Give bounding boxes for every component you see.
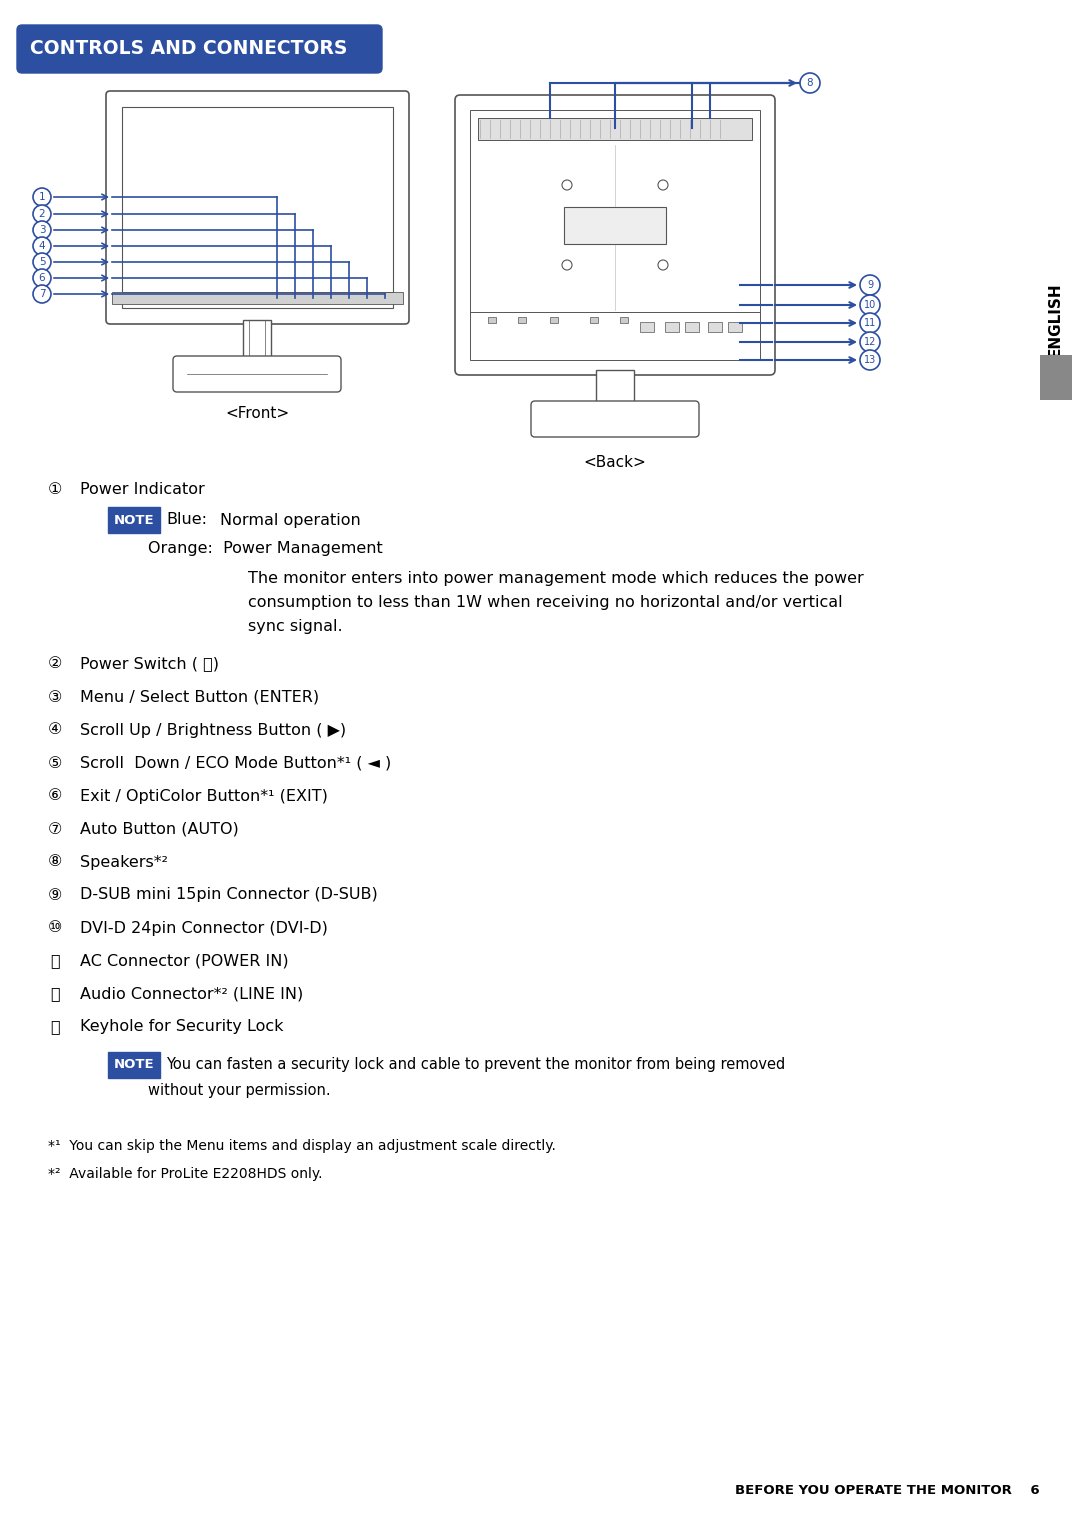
Text: Orange:  Power Management: Orange: Power Management xyxy=(148,540,382,556)
Text: ⑨: ⑨ xyxy=(48,887,63,902)
Bar xyxy=(728,322,742,332)
Bar xyxy=(478,118,752,139)
Text: 8: 8 xyxy=(807,79,813,88)
Bar xyxy=(665,322,679,332)
Circle shape xyxy=(860,332,880,351)
Bar xyxy=(243,319,271,360)
Text: 6: 6 xyxy=(39,273,45,283)
FancyBboxPatch shape xyxy=(108,1052,160,1078)
Bar xyxy=(550,316,558,322)
Text: ④: ④ xyxy=(48,722,63,737)
Text: 13: 13 xyxy=(864,354,876,365)
Text: Power Indicator: Power Indicator xyxy=(80,483,205,498)
Text: ⑥: ⑥ xyxy=(48,789,63,804)
Text: 5: 5 xyxy=(39,257,45,266)
Text: Scroll  Down / ECO Mode Button*¹ ( ◄ ): Scroll Down / ECO Mode Button*¹ ( ◄ ) xyxy=(80,755,391,771)
Circle shape xyxy=(658,180,669,189)
Circle shape xyxy=(33,269,51,288)
Text: Power Switch ( ⏻): Power Switch ( ⏻) xyxy=(80,657,219,672)
Text: Exit / OptiColor Button*¹ (EXIT): Exit / OptiColor Button*¹ (EXIT) xyxy=(80,789,328,804)
Text: Audio Connector*² (LINE IN): Audio Connector*² (LINE IN) xyxy=(80,987,303,1001)
Circle shape xyxy=(33,188,51,206)
Text: DVI-D 24pin Connector (DVI-D): DVI-D 24pin Connector (DVI-D) xyxy=(80,921,328,936)
Text: D-SUB mini 15pin Connector (D-SUB): D-SUB mini 15pin Connector (D-SUB) xyxy=(80,887,378,902)
Bar xyxy=(640,322,654,332)
Circle shape xyxy=(860,295,880,315)
Text: <Back>: <Back> xyxy=(583,456,646,469)
Bar xyxy=(488,316,496,322)
Text: *¹  You can skip the Menu items and display an adjustment scale directly.: *¹ You can skip the Menu items and displ… xyxy=(48,1139,556,1154)
Text: NOTE: NOTE xyxy=(113,513,154,527)
Text: ⑦: ⑦ xyxy=(48,822,63,837)
Text: Menu / Select Button (ENTER): Menu / Select Button (ENTER) xyxy=(80,689,319,704)
Text: Auto Button (AUTO): Auto Button (AUTO) xyxy=(80,822,239,837)
Text: without your permission.: without your permission. xyxy=(148,1084,330,1099)
FancyBboxPatch shape xyxy=(173,356,341,392)
Text: Keyhole for Security Lock: Keyhole for Security Lock xyxy=(80,1019,283,1034)
Text: *²  Available for ProLite E2208HDS only.: *² Available for ProLite E2208HDS only. xyxy=(48,1167,323,1181)
Bar xyxy=(518,316,526,322)
Text: CONTROLS AND CONNECTORS: CONTROLS AND CONNECTORS xyxy=(30,39,348,59)
Circle shape xyxy=(658,260,669,269)
Text: 9: 9 xyxy=(867,280,873,291)
Circle shape xyxy=(860,350,880,369)
FancyBboxPatch shape xyxy=(17,26,382,73)
Text: 7: 7 xyxy=(39,289,45,298)
Text: ⑧: ⑧ xyxy=(48,854,63,869)
Circle shape xyxy=(33,221,51,239)
FancyBboxPatch shape xyxy=(531,401,699,438)
Text: AC Connector (POWER IN): AC Connector (POWER IN) xyxy=(80,954,288,969)
Text: 11: 11 xyxy=(864,318,876,329)
Text: Normal operation: Normal operation xyxy=(220,513,361,527)
Text: Speakers*²: Speakers*² xyxy=(80,854,167,869)
Text: You can fasten a security lock and cable to prevent the monitor from being remov: You can fasten a security lock and cable… xyxy=(166,1057,785,1072)
FancyBboxPatch shape xyxy=(106,91,409,324)
Text: ②: ② xyxy=(48,657,63,672)
Circle shape xyxy=(33,253,51,271)
FancyBboxPatch shape xyxy=(455,95,775,375)
Text: Scroll Up / Brightness Button ( ▶): Scroll Up / Brightness Button ( ▶) xyxy=(80,722,346,737)
Circle shape xyxy=(562,180,572,189)
Text: ③: ③ xyxy=(48,689,63,704)
Bar xyxy=(596,369,634,406)
Bar xyxy=(1040,354,1072,400)
Text: <Front>: <Front> xyxy=(225,406,289,421)
Text: ⑫: ⑫ xyxy=(50,987,59,1001)
FancyBboxPatch shape xyxy=(564,207,666,244)
Circle shape xyxy=(33,204,51,223)
Circle shape xyxy=(860,313,880,333)
Circle shape xyxy=(860,276,880,295)
Text: ENGLISH: ENGLISH xyxy=(1048,283,1063,357)
Text: 3: 3 xyxy=(39,226,45,235)
Text: The monitor enters into power management mode which reduces the power: The monitor enters into power management… xyxy=(248,571,864,586)
Text: 12: 12 xyxy=(864,338,876,347)
Text: consumption to less than 1W when receiving no horizontal and/or vertical: consumption to less than 1W when receivi… xyxy=(248,595,842,610)
Text: ⑤: ⑤ xyxy=(48,755,63,771)
Text: ⑬: ⑬ xyxy=(50,1019,59,1034)
Text: ⑪: ⑪ xyxy=(50,954,59,969)
FancyBboxPatch shape xyxy=(470,111,760,360)
Text: 1: 1 xyxy=(39,192,45,201)
Text: 2: 2 xyxy=(39,209,45,220)
Bar xyxy=(685,322,699,332)
Bar xyxy=(620,316,627,322)
Bar xyxy=(112,292,403,304)
Text: BEFORE YOU OPERATE THE MONITOR    6: BEFORE YOU OPERATE THE MONITOR 6 xyxy=(735,1484,1040,1496)
FancyBboxPatch shape xyxy=(108,507,160,533)
Text: 10: 10 xyxy=(864,300,876,310)
Bar xyxy=(590,316,598,322)
Text: 4: 4 xyxy=(39,241,45,251)
Text: ⑩: ⑩ xyxy=(48,921,63,936)
Circle shape xyxy=(33,238,51,254)
Text: NOTE: NOTE xyxy=(113,1058,154,1072)
Circle shape xyxy=(800,73,820,92)
Text: Blue:: Blue: xyxy=(166,513,207,527)
Bar xyxy=(708,322,723,332)
FancyBboxPatch shape xyxy=(122,107,393,307)
Circle shape xyxy=(562,260,572,269)
Text: sync signal.: sync signal. xyxy=(248,619,342,633)
Circle shape xyxy=(33,285,51,303)
Text: ①: ① xyxy=(48,483,63,498)
